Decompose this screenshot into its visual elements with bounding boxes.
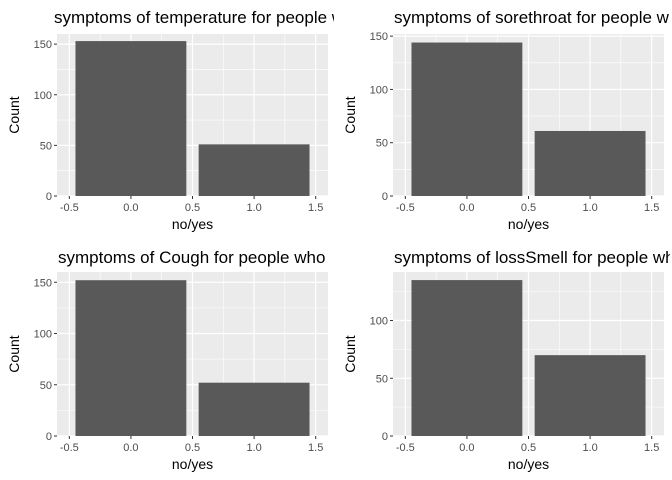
x-tick-label: 0.0 — [123, 442, 138, 454]
y-tick-label: 0 — [382, 191, 388, 203]
bar-yes — [534, 130, 646, 196]
bar-yes — [198, 382, 310, 436]
y-axis-title: Count — [6, 96, 22, 133]
x-tick-label: 1.0 — [246, 442, 261, 454]
x-axis-title: no/yes — [508, 216, 549, 232]
x-axis-title: no/yes — [172, 456, 213, 472]
chart-panel-3: 0 50 100 150 -0.5 0.0 0.5 1.0 1.5 no/yes Count symp… — [6, 248, 328, 472]
x-tick-label: 0.5 — [521, 202, 536, 214]
x-tick-label: 1.0 — [582, 442, 597, 454]
y-axis-title: Count — [342, 96, 358, 133]
x-tick-label: 1.5 — [308, 202, 323, 214]
y-axis-title: Count — [342, 335, 358, 372]
x-tick-label: -0.5 — [60, 202, 79, 214]
x-tick-label: 1.5 — [308, 442, 323, 454]
chart-title: symptoms of temperature for people who — [54, 8, 363, 27]
bar-no — [411, 280, 523, 436]
x-axis-title: no/yes — [508, 456, 549, 472]
x-tick-label: 1.0 — [246, 202, 261, 214]
y-tick-label: 50 — [376, 373, 388, 385]
x-tick-label: 1.0 — [582, 202, 597, 214]
y-tick-label: 150 — [34, 277, 52, 289]
chart-panel-4: 0 50 100 -0.5 0.0 0.5 1.0 1.5 no/yes Count symptom… — [342, 248, 672, 472]
y-tick-label: 150 — [34, 39, 52, 51]
y-tick-label: 50 — [40, 140, 52, 152]
y-tick-label: 100 — [370, 316, 388, 328]
y-tick-label: 100 — [34, 90, 52, 102]
x-tick-label: 0.5 — [185, 442, 200, 454]
y-tick-label: 100 — [34, 329, 52, 341]
x-tick-label: -0.5 — [396, 442, 415, 454]
chart-panel-2: 0 50 100 150 -0.5 0.0 0.5 1.0 1.5 no/yes Count symp… — [342, 8, 672, 232]
bar-no — [75, 280, 187, 436]
y-tick-label: 50 — [40, 380, 52, 392]
x-tick-label: 0.0 — [123, 202, 138, 214]
chart-title: symptoms of sorethroat for people who — [394, 8, 672, 27]
x-tick-label: 0.5 — [185, 202, 200, 214]
y-tick-label: 150 — [370, 31, 388, 43]
chart-title: symptoms of Cough for people who — [58, 248, 325, 267]
x-tick-label: 0.5 — [521, 442, 536, 454]
y-tick-label: 100 — [370, 84, 388, 96]
x-tick-label: 1.5 — [644, 202, 659, 214]
x-tick-label: -0.5 — [396, 202, 415, 214]
bar-yes — [198, 144, 310, 196]
x-tick-label: 0.0 — [459, 202, 474, 214]
bar-no — [75, 41, 187, 197]
x-tick-label: -0.5 — [60, 442, 79, 454]
y-tick-label: 0 — [46, 431, 52, 443]
x-axis-title: no/yes — [172, 216, 213, 232]
y-axis-title: Count — [6, 335, 22, 372]
chart-title: symptoms of lossSmell for people who — [394, 248, 672, 267]
x-tick-label: 1.5 — [644, 442, 659, 454]
bar-yes — [534, 355, 646, 436]
chart-panel-1: 0 50 100 150 -0.5 0.0 0.5 1.0 1.5 no/yes Count symp… — [6, 8, 363, 232]
y-tick-label: 0 — [382, 431, 388, 443]
bar-no — [411, 42, 523, 196]
x-tick-label: 0.0 — [459, 442, 474, 454]
y-tick-label: 50 — [376, 138, 388, 150]
y-tick-label: 0 — [46, 191, 52, 203]
